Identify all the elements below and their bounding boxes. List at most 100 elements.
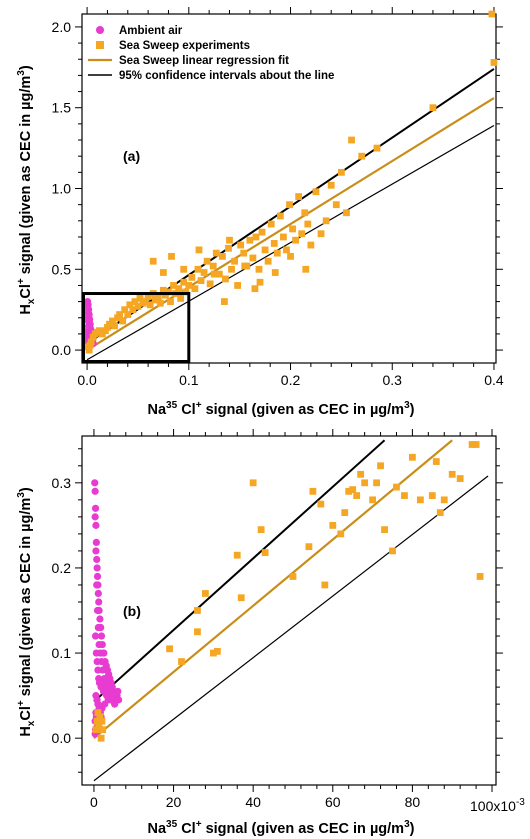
axis-title-part: + [16, 700, 27, 706]
panel-a-y-axis-title: HxCl+ signal (given as CEC in µg/m3) [16, 65, 37, 315]
y-tick-label: 0.2 [52, 560, 72, 576]
sea-sweep-point [327, 181, 335, 189]
sea-sweep-point [337, 530, 345, 538]
legend-label: Sea Sweep experiments [119, 40, 250, 52]
sea-sweep-point [246, 236, 254, 244]
axis-title-part: + [16, 278, 27, 284]
sea-sweep-point [212, 249, 220, 257]
legend-label: 95% confidence intervals about the line [119, 70, 334, 82]
x-tick-label: 60 [325, 794, 341, 810]
sea-sweep-point [194, 607, 201, 614]
sea-sweep-point [177, 294, 185, 302]
axis-title-part: H [18, 304, 34, 314]
sea-sweep-point [141, 298, 149, 306]
ambient-air-point [92, 547, 100, 555]
sea-sweep-point [222, 275, 229, 283]
sea-sweep-point [305, 543, 313, 551]
sea-sweep-point [241, 262, 249, 270]
sea-sweep-point [301, 209, 309, 217]
ambient-air-point [111, 700, 119, 708]
sea-sweep-point [129, 306, 137, 314]
sea-sweep-point [307, 241, 315, 249]
sea-sweep-point [249, 479, 257, 487]
sea-sweep-point [237, 594, 245, 602]
sea-sweep-point [358, 152, 366, 160]
sea-sweep-point [271, 269, 279, 276]
sea-sweep-point [357, 470, 365, 478]
x-tick-label: 80 [405, 794, 421, 810]
sea-sweep-point [429, 104, 437, 112]
sea-sweep-point [87, 338, 95, 346]
sea-sweep-point [111, 322, 118, 330]
sea-sweep-point [298, 230, 306, 238]
sea-sweep-point [168, 252, 175, 260]
sea-sweep-point [369, 496, 376, 504]
sea-sweep-point [165, 288, 172, 296]
sea-sweep-point [166, 645, 173, 653]
sea-sweep-point [97, 734, 105, 742]
sea-sweep-point [94, 709, 102, 717]
ambient-air-point [96, 615, 104, 623]
sea-sweep-point [202, 590, 209, 597]
sea-sweep-point [309, 487, 317, 495]
sea-sweep-point [286, 201, 293, 209]
axis-title-part: ) [410, 821, 415, 837]
sea-sweep-point [432, 458, 440, 465]
sea-sweep-point [345, 487, 353, 495]
ambient-air-point [92, 538, 100, 547]
sea-sweep-point [218, 252, 226, 260]
axis-title-part: Cl [177, 402, 196, 418]
x-tick-label: 0.0 [77, 372, 97, 388]
ambient-air-point [97, 632, 106, 640]
sea-sweep-point [312, 188, 320, 196]
ambient-air-point [91, 513, 99, 521]
sea-sweep-point [468, 441, 476, 448]
axis-title-part: signal (given as CEC in µg/m [202, 821, 405, 837]
sea-sweep-point [456, 475, 464, 482]
ambient-air-point [91, 504, 100, 512]
sea-sweep-point [373, 144, 381, 152]
sea-sweep-point [255, 265, 263, 273]
x-axis-multiplier-base: 100x10 [470, 798, 516, 814]
sea-sweep-point [85, 346, 93, 354]
sea-sweep-point [134, 303, 142, 310]
panel-b-label: (b) [123, 603, 141, 619]
ambient-air-point [93, 657, 101, 666]
sea-sweep-point [185, 282, 193, 289]
legend-label: Ambient air [119, 25, 183, 37]
sea-sweep-point [233, 551, 241, 559]
x-tick-label: 0.1 [179, 372, 199, 388]
axis-title-part: signal (given as CEC in µg/m [202, 402, 405, 418]
sea-sweep-point [109, 317, 116, 325]
x-tick-label: 40 [245, 794, 261, 810]
legend-marker-ambient-air [96, 26, 104, 34]
sea-sweep-point [393, 483, 400, 491]
sea-sweep-point [195, 246, 203, 254]
sea-sweep-point [321, 581, 329, 589]
sea-sweep-point [381, 526, 388, 534]
x-tick-label: 20 [166, 794, 182, 810]
sea-sweep-point [287, 252, 294, 260]
panel-a: 0.0 0.1 0.2 0.3 0.4 0.0 0.5 1.0 1.5 2.0 Ambient a… [16, 7, 504, 418]
axis-title-part: Cl [177, 821, 196, 837]
sea-sweep-point [252, 233, 260, 241]
sea-sweep-point [273, 249, 281, 257]
y-tick-label: 0.3 [52, 475, 72, 491]
sea-sweep-point [203, 257, 211, 265]
sea-sweep-point [436, 509, 444, 517]
legend-marker-sea-sweep [96, 41, 104, 49]
axis-title-part: 35 [166, 819, 178, 830]
sea-sweep-point [96, 713, 104, 721]
sea-sweep-point [267, 220, 275, 228]
sea-sweep-point [146, 301, 154, 309]
y-tick-label: 1.0 [52, 181, 72, 197]
sea-sweep-point [283, 246, 290, 254]
sea-sweep-point [317, 230, 325, 238]
zoom-box [82, 292, 191, 364]
sea-sweep-point [264, 257, 272, 265]
sea-sweep-point [428, 492, 436, 499]
sea-sweep-point [159, 269, 167, 276]
sea-sweep-point [343, 209, 350, 217]
sea-sweep-point [149, 257, 157, 265]
